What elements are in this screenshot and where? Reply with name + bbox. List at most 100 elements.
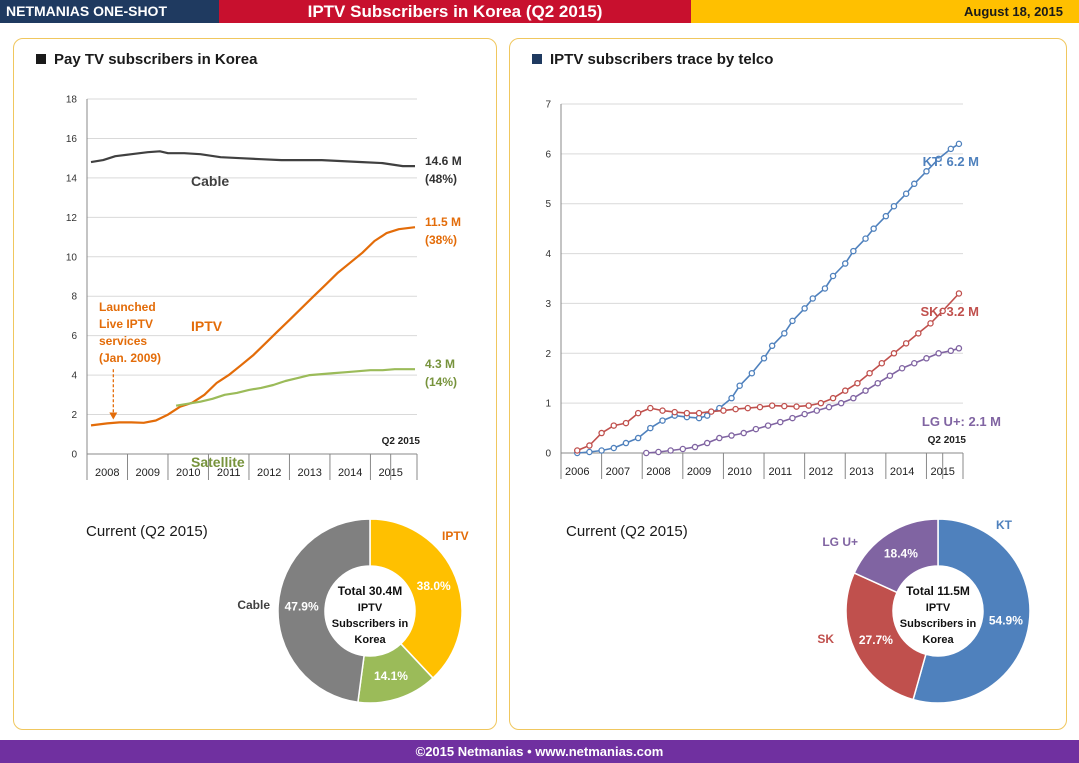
x-tick-label: 2013 bbox=[849, 466, 873, 478]
x-tick-label: 2013 bbox=[297, 467, 321, 479]
data-point-sk bbox=[720, 407, 727, 414]
end-value-cable: 14.6 M bbox=[425, 154, 462, 168]
data-point-sk bbox=[744, 404, 752, 412]
brand-label: NETMANIAS ONE-SHOT bbox=[0, 0, 219, 23]
series-line-cable bbox=[90, 150, 415, 168]
donut-slice-iptv bbox=[369, 518, 463, 680]
y-tick-label: 7 bbox=[545, 100, 551, 111]
data-point-sk bbox=[927, 320, 934, 327]
data-point-kt bbox=[768, 342, 776, 350]
data-point-kt bbox=[736, 382, 743, 389]
x-tick-label: 2010 bbox=[176, 467, 200, 479]
data-point-sk bbox=[854, 379, 861, 387]
data-point-kt bbox=[841, 260, 849, 267]
x-tick-label: 2015 bbox=[930, 466, 954, 478]
data-point-kt bbox=[821, 285, 829, 292]
data-point-kt bbox=[882, 212, 890, 220]
data-point-kt bbox=[947, 145, 955, 153]
data-point-kt bbox=[862, 235, 869, 242]
launch-annotation-line: services bbox=[99, 334, 147, 348]
paytv-panel: Pay TV subscribers in Korea 0 2 4 6 8 10 12 14 1… bbox=[13, 38, 497, 730]
data-point-kt bbox=[647, 424, 654, 432]
data-point-lg-u bbox=[825, 403, 833, 411]
data-point-sk bbox=[671, 408, 678, 416]
data-point-lg-u bbox=[789, 414, 796, 422]
data-point-sk bbox=[634, 409, 642, 417]
page-title: IPTV Subscribers in Korea (Q2 2015) bbox=[219, 0, 691, 23]
donut-slice-cable bbox=[277, 518, 371, 704]
end-share-cable: (48%) bbox=[425, 172, 457, 186]
iptv-series-label: IPTV bbox=[191, 318, 223, 334]
data-point-sk bbox=[955, 290, 963, 297]
donut-slice-lg-u bbox=[853, 518, 939, 594]
footer-bar: ©2015 Netmanias • www.netmanias.com bbox=[0, 740, 1079, 763]
y-tick-label: 4 bbox=[545, 249, 551, 260]
data-point-sk bbox=[817, 399, 825, 407]
data-point-lg-u bbox=[911, 360, 918, 367]
data-point-lg-u bbox=[923, 355, 930, 362]
data-point-sk bbox=[732, 405, 739, 413]
data-point-lg-u bbox=[703, 439, 711, 447]
x-tick-label: 2011 bbox=[217, 467, 241, 479]
data-point-kt bbox=[955, 140, 963, 148]
donut-pct-sk: 27.7% bbox=[859, 633, 893, 647]
data-point-kt bbox=[659, 417, 666, 424]
data-point-lg-u bbox=[667, 447, 674, 454]
donut-outer-label-sk: SK bbox=[817, 632, 834, 646]
donut-pct-kt: 54.9% bbox=[989, 613, 1023, 627]
data-point-sk bbox=[829, 394, 837, 402]
data-point-kt bbox=[829, 272, 837, 280]
data-point-lg-u bbox=[850, 394, 857, 402]
data-point-lg-u bbox=[813, 407, 821, 414]
data-point-lg-u bbox=[935, 350, 942, 357]
donut-pct-lg-u: 18.4% bbox=[884, 546, 918, 560]
x-tick-label: 2007 bbox=[606, 466, 630, 478]
data-point-sk bbox=[793, 403, 800, 410]
data-point-sk bbox=[573, 447, 581, 454]
data-point-sk bbox=[866, 369, 873, 377]
data-point-kt bbox=[911, 180, 918, 188]
telco-panel-title: IPTV subscribers trace by telco bbox=[532, 51, 773, 68]
donut-center-line: Total 11.5M bbox=[906, 584, 970, 598]
donut-hole bbox=[893, 566, 983, 656]
y-tick-label: 14 bbox=[66, 173, 78, 184]
data-point-kt bbox=[809, 295, 817, 302]
data-point-kt bbox=[870, 225, 877, 232]
y-tick-label: 16 bbox=[66, 134, 78, 145]
y-tick-label: 6 bbox=[71, 331, 77, 342]
x-tick-label: 2012 bbox=[257, 467, 281, 479]
launch-annotation-line: Live IPTV bbox=[99, 317, 153, 331]
y-tick-label: 12 bbox=[66, 213, 78, 224]
donut-outer-label-iptv: IPTV bbox=[442, 529, 469, 543]
donut-outer-label-kt: KT bbox=[996, 518, 1013, 532]
x-tick-label: 2009 bbox=[687, 466, 711, 478]
data-point-kt bbox=[789, 317, 796, 325]
x-tick-label: 2012 bbox=[809, 466, 833, 478]
data-point-sk bbox=[647, 404, 654, 412]
donut-center-line: Subscribers in bbox=[332, 618, 409, 630]
data-point-lg-u bbox=[801, 410, 808, 418]
data-point-sk bbox=[768, 402, 776, 409]
data-point-kt bbox=[781, 330, 788, 337]
telco-panel: IPTV subscribers trace by telco 0 1 2 3 4 5 6 7… bbox=[509, 38, 1067, 730]
sk-series-label: SK: 3.2 M bbox=[920, 304, 979, 319]
data-point-lg-u bbox=[898, 364, 906, 372]
launch-annotation-line: Launched bbox=[99, 300, 156, 314]
y-tick-label: 0 bbox=[545, 449, 551, 460]
data-point-sk bbox=[695, 409, 703, 417]
x-tick-label: 2014 bbox=[338, 467, 362, 479]
q2-2015-label: Q2 2015 bbox=[928, 435, 967, 446]
data-point-sk bbox=[756, 403, 764, 411]
series-line-satellite bbox=[175, 368, 415, 407]
x-tick-label: 2008 bbox=[646, 466, 670, 478]
data-point-lg-u bbox=[874, 379, 881, 387]
data-point-kt bbox=[923, 168, 930, 175]
data-point-lg-u bbox=[740, 429, 747, 437]
launch-arrow-head-icon bbox=[109, 412, 118, 420]
data-point-lg-u bbox=[886, 372, 894, 379]
data-point-sk bbox=[659, 407, 666, 414]
donut-hole bbox=[325, 566, 415, 656]
telco-line-chart: 0 1 2 3 4 5 6 7 2006 2007 2008 2009 2010 2011 2012 2013… bbox=[545, 100, 1001, 479]
data-point-kt bbox=[622, 439, 630, 447]
data-point-sk bbox=[683, 409, 691, 417]
